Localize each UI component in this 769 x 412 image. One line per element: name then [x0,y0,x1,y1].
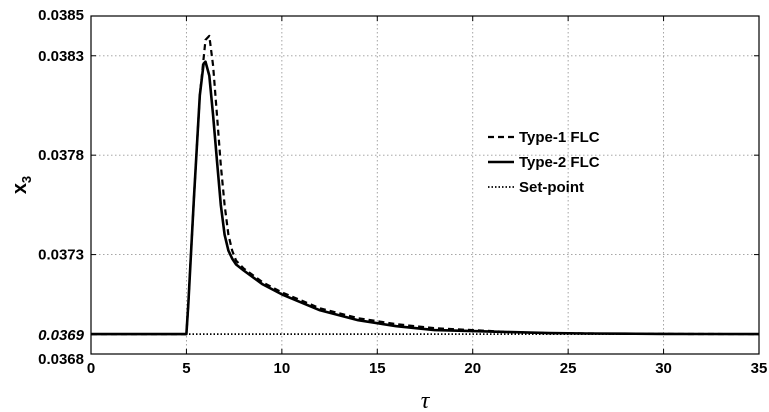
x-tick-label: 0 [87,360,95,377]
series-line-type-2-flc [91,60,760,336]
x-axis-label: τ [421,388,431,412]
legend-label: Set-point [519,179,584,196]
plot-frame [90,15,760,355]
legend: Type-1 FLC Type-2 FLC Set-point [488,129,600,196]
grid-lines [91,16,759,354]
y-tick-label: 0.0378 [38,147,84,164]
x-tick-label: 25 [560,360,577,377]
y-tick-label: 0.0373 [38,247,84,264]
y-axis-label-base: x [9,183,31,194]
y-tick-label: 0.0369 [38,327,85,344]
x-tick-label: 5 [182,360,190,377]
x-tick-label: 20 [464,360,481,377]
y-tick-label: 0.0385 [38,7,84,24]
y-axis-label: x3 [9,176,34,194]
y-tick-label: 0.0383 [38,48,84,65]
x-tick-label: 10 [274,360,291,377]
y-tick-label: 0.0368 [38,351,84,368]
x-tick-label: 15 [369,360,386,377]
legend-label: Type-1 FLC [519,129,600,146]
x-tick-label: 35 [751,360,768,377]
series-line-type-1-flc [91,34,760,336]
series-lines [91,34,760,336]
axis-ticks: 0 5 10 15 20 25 30 35 0.0368 0.0369 0.0373 0.0378 0.… [38,7,767,377]
x-tick-label: 30 [655,360,672,377]
y-axis-label-sub: 3 [19,176,34,183]
legend-label: Type-2 FLC [519,154,600,171]
